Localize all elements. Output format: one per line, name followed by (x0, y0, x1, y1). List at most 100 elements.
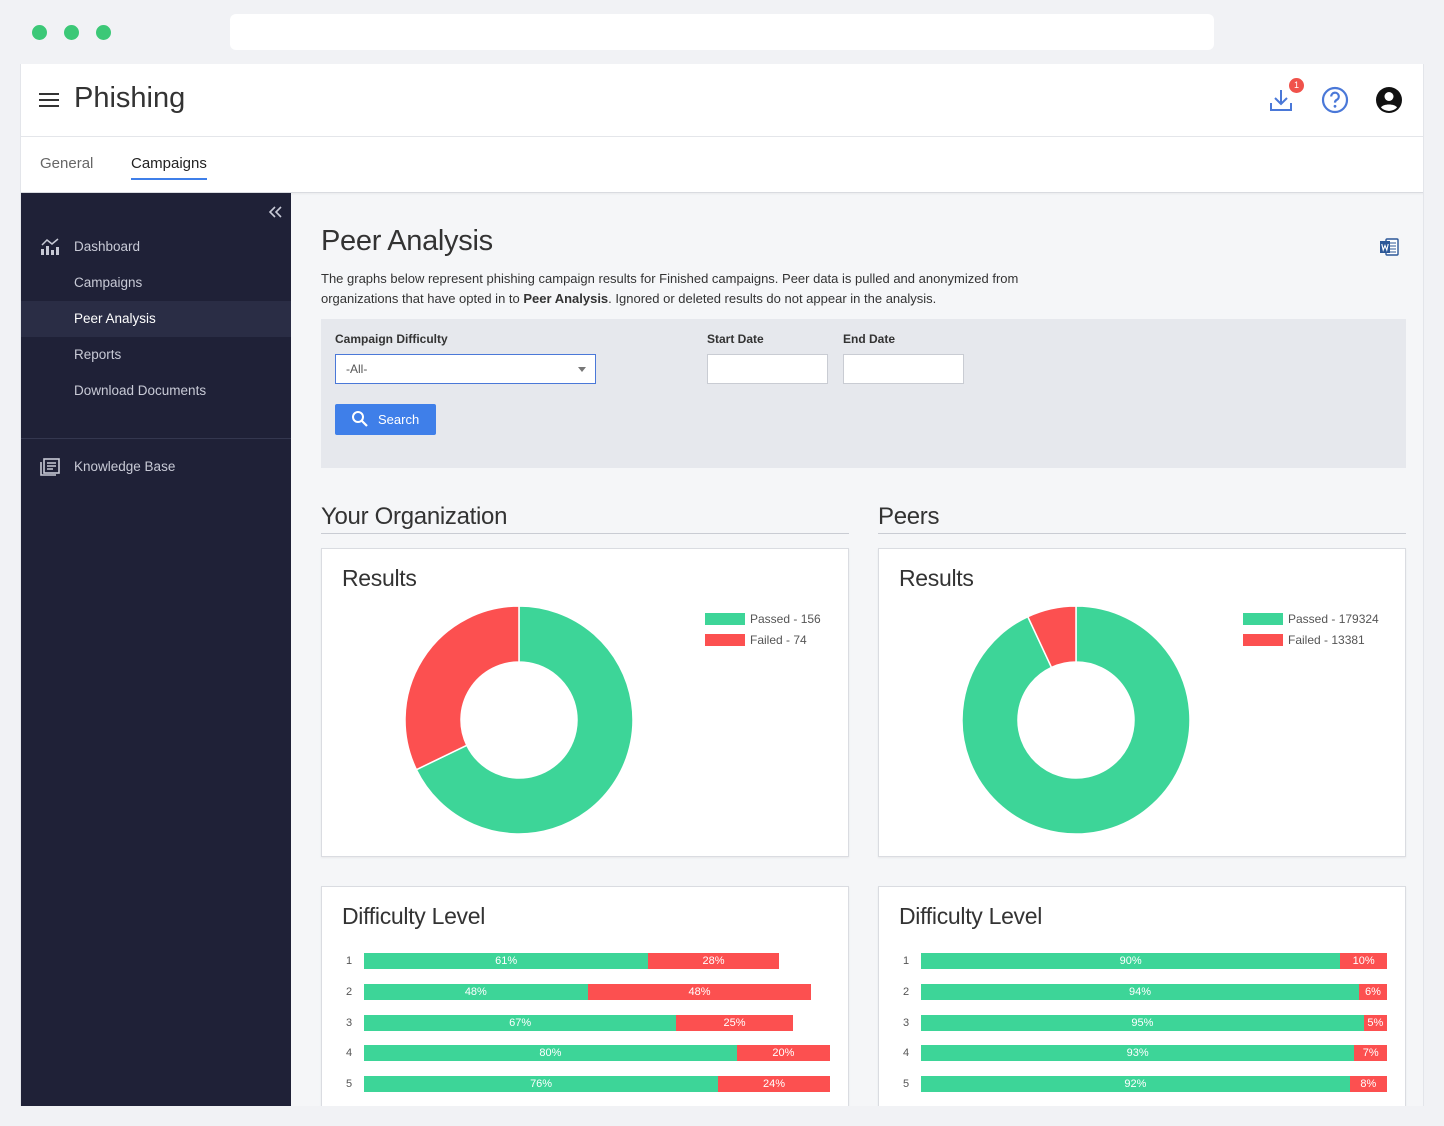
tab-general[interactable]: General (40, 155, 94, 172)
browser-chrome (0, 0, 1444, 64)
bar-segment-failed: 8% (1349, 1076, 1387, 1093)
bar-segment-passed: 92% (921, 1076, 1350, 1093)
bar-category-label: 4 (903, 1047, 910, 1060)
peers-difficulty-card: Difficulty Level 1 90% 10% 2 94% 6% 3 95% 5% 4 93%… (878, 886, 1406, 1106)
main-content: Peer Analysis The graphs below represent… (291, 193, 1423, 1106)
end-date-input[interactable] (843, 354, 964, 384)
bar-category-label: 3 (346, 1016, 353, 1029)
search-button[interactable]: Search (335, 404, 436, 435)
sidebar-item-reports[interactable]: Reports (21, 337, 291, 373)
chart-icon (41, 238, 59, 255)
end-date-label: End Date (843, 332, 896, 346)
org-results-card: Results Passed - 156 Failed - 74 (321, 548, 849, 857)
sidebar-divider (21, 438, 291, 439)
slice-failed (404, 605, 520, 771)
org-section-title: Your Organization (321, 503, 508, 530)
sidebar-item-download-documents[interactable]: Download Documents (21, 373, 291, 409)
card-title: Difficulty Level (899, 903, 1043, 929)
peers-section-title: Peers (878, 503, 940, 530)
legend-swatch-passed (705, 613, 745, 625)
caret-down-icon (578, 367, 586, 372)
sidebar-item-label: Reports (74, 347, 122, 362)
card-title: Results (342, 565, 417, 591)
peers-section-rule (878, 533, 1406, 534)
sidebar-item-label: Peer Analysis (74, 311, 156, 326)
bar-segment-failed: 10% (1340, 953, 1387, 969)
tab-campaigns[interactable]: Campaigns (131, 155, 207, 180)
bar-segment-failed: 28% (648, 953, 779, 969)
sidebar-item-peer-analysis[interactable]: Peer Analysis (21, 301, 291, 337)
peers-results-donut (961, 605, 1191, 835)
app-title: Phishing (74, 82, 186, 114)
start-date-label: Start Date (707, 332, 764, 346)
sidebar-item-campaigns[interactable]: Campaigns (21, 265, 291, 301)
legend-swatch-failed (705, 634, 745, 646)
app-header: Phishing 1 (21, 64, 1423, 137)
sidebar-item-knowledge-base[interactable]: Knowledge Base (21, 449, 291, 485)
bar-segment-failed: 24% (718, 1076, 830, 1093)
org-difficulty-card: Difficulty Level 1 61% 28% 2 48% 48% 3 67% 25% 4 8… (321, 886, 849, 1106)
legend-swatch-failed (1243, 634, 1283, 646)
window-maximize-dot[interactable] (96, 25, 111, 40)
bar-category-label: 2 (346, 985, 353, 998)
page-description: The graphs below represent phishing camp… (321, 271, 1019, 306)
bar-category-label: 5 (346, 1078, 353, 1091)
sidebar-item-dashboard[interactable]: Dashboard (21, 229, 291, 265)
filter-panel: Campaign Difficulty -All- Start Date End… (321, 319, 1406, 468)
help-icon[interactable] (1319, 84, 1351, 116)
bar-segment-passed: 48% (364, 983, 588, 1000)
bar-segment-passed: 93% (921, 1045, 1355, 1062)
bar-segment-passed: 61% (364, 953, 649, 969)
legend-label: Passed - 156 (750, 612, 821, 626)
bar-segment-failed: 20% (736, 1045, 830, 1062)
org-results-legend: Passed - 156 Failed - 74 (705, 611, 821, 653)
bar-segment-failed: 6% (1359, 983, 1387, 1000)
bar-category-label: 1 (346, 955, 353, 967)
bar-category-label: 2 (903, 985, 910, 998)
bar-category-label: 1 (903, 955, 910, 967)
bar-segment-failed: 48% (587, 983, 812, 1000)
bar-segment-passed: 67% (364, 1014, 677, 1031)
org-results-donut (404, 605, 634, 835)
search-button-label: Search (378, 412, 420, 427)
window-minimize-dot[interactable] (64, 25, 79, 40)
bar-segment-passed: 94% (921, 983, 1360, 1000)
notification-badge: 1 (1289, 78, 1304, 93)
tab-bar: General Campaigns (21, 137, 1423, 193)
card-title: Difficulty Level (342, 903, 486, 929)
book-icon (40, 458, 60, 476)
download-icon[interactable] (1265, 84, 1297, 116)
start-date-input[interactable] (707, 354, 828, 384)
peers-results-card: Results Passed - 179324 Failed - 13381 (878, 548, 1406, 857)
bar-category-label: 4 (346, 1047, 353, 1060)
collapse-sidebar-icon[interactable] (267, 205, 283, 219)
legend-item-failed: Failed - 74 (705, 632, 821, 653)
window-close-dot[interactable] (32, 25, 47, 40)
word-export-icon[interactable] (1379, 237, 1399, 257)
difficulty-select-value: -All- (346, 362, 368, 376)
address-bar[interactable] (230, 14, 1214, 50)
bar-segment-passed: 90% (921, 953, 1341, 969)
bar-segment-passed: 95% (921, 1014, 1364, 1031)
sidebar-item-label: Download Documents (74, 383, 207, 398)
sidebar-item-label: Campaigns (74, 275, 143, 290)
bar-category-label: 5 (903, 1078, 910, 1091)
bar-category-label: 3 (903, 1016, 910, 1029)
slice-passed (415, 605, 634, 835)
legend-item-passed: Passed - 179324 (1243, 611, 1379, 632)
slice-passed (961, 605, 1191, 835)
difficulty-select[interactable]: -All- (335, 354, 596, 384)
sidebar: Dashboard Campaigns Peer Analysis Report… (21, 193, 291, 1106)
card-title: Results (899, 565, 974, 591)
page-title: Peer Analysis (321, 225, 493, 257)
legend-item-passed: Passed - 156 (705, 611, 821, 632)
bar-segment-failed: 7% (1354, 1045, 1387, 1062)
search-icon (352, 411, 368, 427)
sidebar-item-label: Dashboard (74, 239, 141, 254)
org-section-rule (321, 533, 849, 534)
menu-icon[interactable] (39, 93, 59, 109)
bar-segment-passed: 80% (364, 1045, 737, 1062)
user-account-icon[interactable] (1373, 84, 1405, 116)
slice-failed (1026, 605, 1077, 669)
legend-item-failed: Failed - 13381 (1243, 632, 1379, 653)
